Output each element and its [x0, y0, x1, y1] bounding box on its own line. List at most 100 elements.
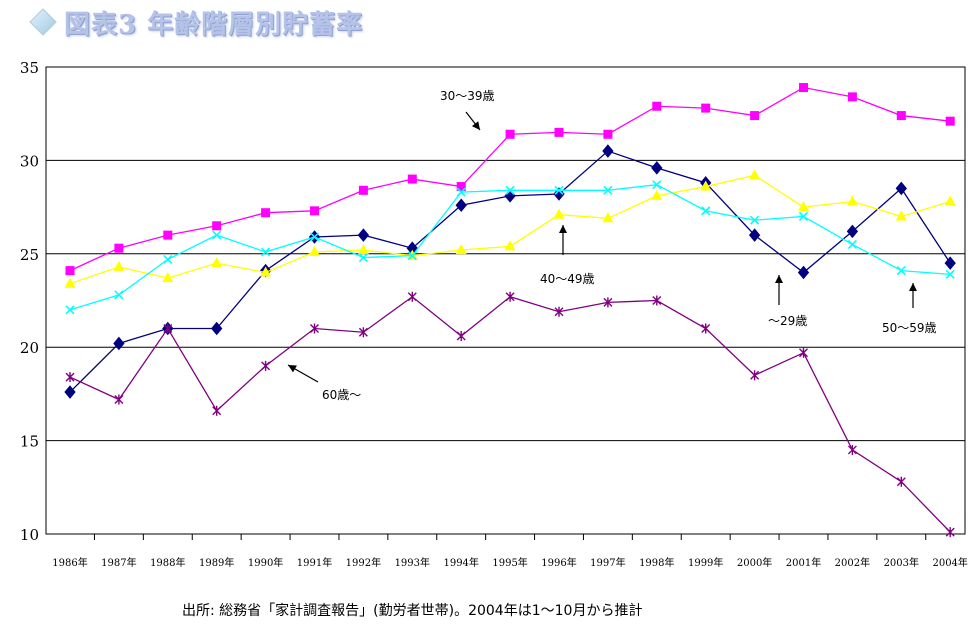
data-point-age-40-49 [162, 272, 174, 283]
x-tick-label: 1999年 [688, 556, 723, 569]
data-point-age-30-39 [456, 182, 466, 192]
x-tick-label: 1989年 [199, 556, 234, 569]
data-point-over-60 [750, 370, 760, 381]
x-tick-label: 1991年 [297, 556, 332, 569]
data-point-age-40-49 [113, 260, 125, 271]
data-point-over-60 [358, 327, 368, 338]
data-point-age-30-39 [163, 230, 173, 240]
annotation-label-age-30-39: 30～39歳 [440, 89, 495, 103]
arrowhead-icon [909, 283, 917, 291]
data-point-under-29 [944, 256, 956, 270]
data-point-age-40-49 [357, 244, 369, 255]
data-point-under-29 [602, 144, 614, 158]
data-point-age-30-39 [554, 127, 564, 137]
y-tick-label: 30 [20, 152, 39, 170]
data-point-age-40-49 [64, 277, 76, 288]
data-point-age-30-39 [896, 111, 906, 121]
y-tick-label: 35 [20, 59, 39, 77]
data-point-age-30-39 [261, 208, 271, 218]
data-point-age-40-49 [749, 169, 761, 180]
data-point-under-29 [357, 228, 370, 242]
x-tick-label: 1986年 [52, 556, 87, 569]
y-tick-label: 15 [20, 433, 39, 451]
x-tick-label: 1988年 [150, 556, 185, 569]
data-point-under-29 [748, 228, 761, 242]
annotation-label-age-40-49: 40～49歳 [540, 272, 595, 286]
x-tick-label: 2000年 [737, 556, 772, 569]
data-point-age-50-59 [407, 251, 417, 261]
data-point-age-30-39 [652, 101, 662, 111]
data-point-over-60 [114, 394, 124, 405]
x-tick-label: 1998年 [639, 556, 674, 569]
data-point-over-60 [847, 444, 857, 455]
x-tick-label: 1993年 [395, 556, 430, 569]
arrowhead-icon [471, 121, 480, 130]
arrowhead-icon [288, 365, 297, 373]
data-point-under-29 [504, 189, 516, 203]
chart-title: 図表3 年齢階層別貯蓄率 [64, 9, 364, 40]
x-tick-label: 2004年 [932, 556, 967, 569]
data-point-over-60 [603, 297, 613, 308]
data-point-over-60 [261, 360, 271, 371]
data-point-age-50-59 [309, 232, 320, 242]
x-tick-label: 1992年 [346, 556, 381, 569]
arrowhead-icon [559, 225, 567, 233]
data-point-over-60 [310, 323, 319, 334]
x-tick-label: 1990年 [248, 556, 283, 569]
data-point-age-30-39 [701, 103, 711, 113]
data-point-under-29 [895, 181, 907, 196]
data-point-over-60 [945, 527, 955, 538]
data-point-over-60 [163, 323, 173, 334]
x-tick-label: 1996年 [541, 556, 576, 569]
plot-area-border [45, 66, 966, 535]
source-footnote: 出所: 総務省「家計調査報告」(勤労者世帯)。2004年は1～10月から推計 [182, 603, 643, 619]
data-point-age-40-49 [895, 210, 907, 221]
data-point-age-50-59 [456, 187, 466, 197]
line-chart: 10 15 20 25 30 35 1986年 1987年 1988年 1989年 1990年 199… [20, 59, 968, 569]
data-point-age-50-59 [798, 211, 809, 222]
data-point-under-29 [64, 385, 76, 399]
data-point-age-50-59 [505, 185, 515, 195]
annotation-label-over-60: 60歳～ [322, 388, 361, 402]
data-point-age-30-39 [212, 221, 222, 231]
data-point-age-30-39 [114, 243, 124, 253]
data-point-age-40-49 [651, 189, 663, 200]
data-point-age-30-39 [799, 83, 808, 93]
x-tick-label: 1994年 [443, 556, 478, 569]
data-point-age-30-39 [847, 92, 857, 102]
annotation-label-under-29: ～29歳 [768, 314, 807, 328]
data-point-age-40-49 [211, 257, 223, 268]
data-point-age-50-59 [847, 239, 857, 250]
data-point-age-50-59 [358, 252, 368, 263]
arrowhead-icon [775, 275, 783, 283]
x-tick-label: 1987年 [101, 556, 136, 569]
data-point-age-40-49 [944, 195, 956, 206]
data-point-over-60 [407, 291, 417, 302]
annotation-label-age-50-59: 50～59歳 [882, 321, 937, 335]
data-point-age-50-59 [896, 266, 906, 276]
data-point-age-50-59 [750, 215, 760, 225]
x-tick-label: 1997年 [590, 556, 625, 569]
data-point-age-50-59 [603, 185, 613, 195]
data-point-age-30-39 [505, 129, 515, 139]
data-point-over-60 [652, 295, 662, 306]
chart-title-block: 図表3 年齢階層別貯蓄率 [28, 4, 363, 40]
data-point-age-30-39 [750, 111, 760, 121]
x-tick-label: 2002年 [835, 556, 870, 569]
data-point-under-29 [455, 198, 467, 213]
data-point-age-50-59 [65, 305, 75, 315]
data-point-age-30-39 [945, 116, 955, 126]
y-tick-label: 20 [20, 339, 39, 357]
data-point-over-60 [799, 347, 808, 358]
data-point-age-40-49 [798, 201, 809, 212]
data-point-age-30-39 [310, 206, 319, 216]
data-point-age-30-39 [603, 129, 613, 139]
data-point-age-50-59 [261, 247, 271, 257]
data-point-age-30-39 [407, 174, 417, 184]
series-line-under-29 [69, 150, 951, 393]
x-tick-label: 2001年 [786, 556, 821, 569]
data-point-age-50-59 [652, 180, 662, 190]
data-point-over-60 [505, 291, 515, 302]
data-point-over-60 [701, 323, 711, 334]
y-tick-label: 10 [20, 526, 39, 544]
